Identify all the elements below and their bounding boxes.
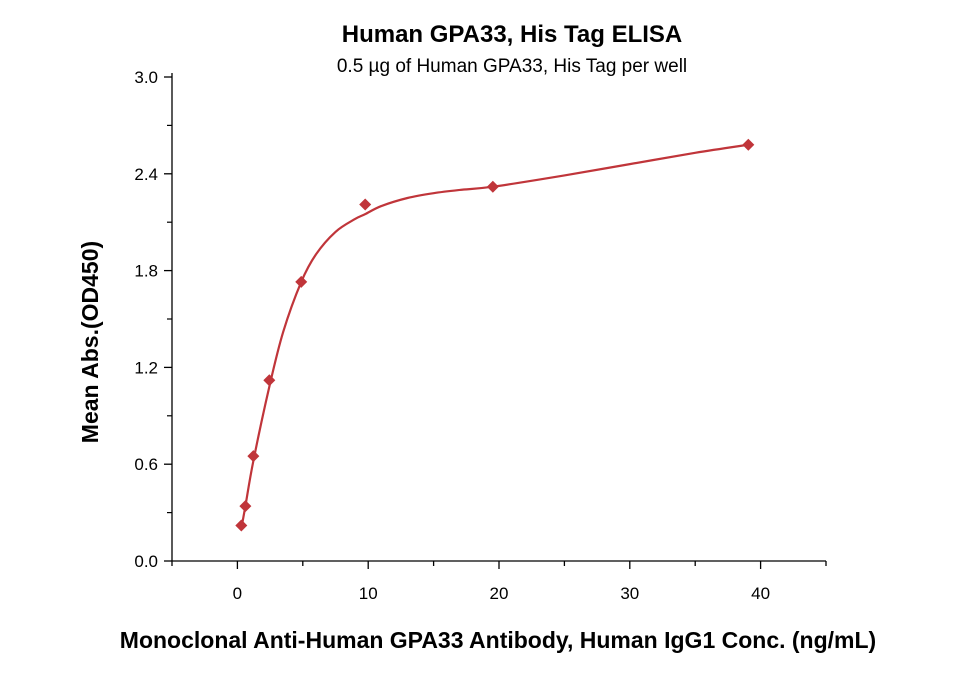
data-point — [235, 519, 248, 532]
y-tick-label: 2.4 — [134, 165, 158, 184]
y-axis-ticks: 0.0 0.6 1.2 1.8 2.4 3.0 — [134, 68, 172, 571]
axes — [171, 73, 826, 562]
data-point — [247, 450, 260, 463]
y-tick-label: 3.0 — [134, 68, 158, 87]
y-tick-label: 0.0 — [134, 552, 158, 571]
x-tick-label: 30 — [620, 584, 639, 603]
x-axis-title: Monoclonal Anti-Human GPA33 Antibody, Hu… — [120, 627, 876, 653]
x-tick-label: 10 — [359, 584, 378, 603]
x-tick-label: 40 — [751, 584, 770, 603]
x-tick-label: 0 — [233, 584, 242, 603]
fit-curve — [240, 143, 749, 529]
data-point — [263, 374, 276, 387]
y-axis-title: Mean Abs.(OD450) — [77, 241, 103, 443]
data-point — [239, 500, 252, 513]
x-tick-label: 20 — [490, 584, 509, 603]
fit-curve-layer — [240, 143, 749, 529]
y-tick-label: 0.6 — [134, 455, 158, 474]
data-point — [295, 275, 308, 288]
chart-subtitle: 0.5 µg of Human GPA33, His Tag per well — [337, 56, 687, 77]
y-tick-label: 1.8 — [134, 262, 158, 281]
data-point — [486, 180, 499, 193]
x-axis-ticks: 0 10 20 30 40 — [171, 561, 827, 603]
data-point — [359, 198, 372, 211]
data-point — [742, 138, 755, 151]
chart-title: Human GPA33, His Tag ELISA — [342, 21, 683, 48]
data-points-layer — [235, 138, 755, 532]
y-tick-label: 1.2 — [134, 358, 158, 377]
